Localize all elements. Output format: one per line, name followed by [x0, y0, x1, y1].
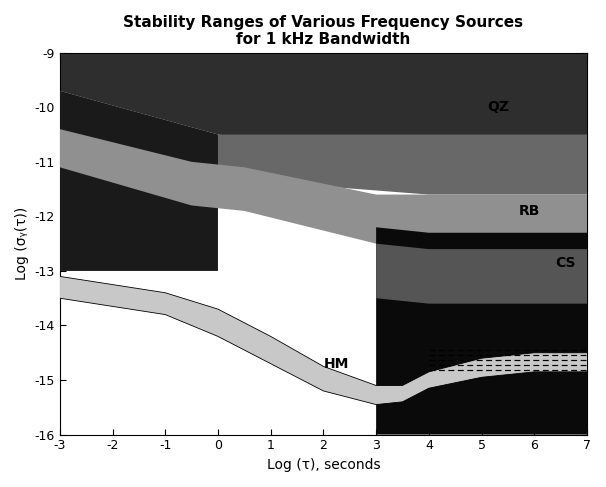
Polygon shape [60, 53, 587, 168]
Polygon shape [60, 277, 587, 405]
Text: HM: HM [324, 356, 349, 371]
Polygon shape [60, 91, 587, 195]
Polygon shape [376, 244, 587, 304]
Y-axis label: Log (σᵧ(τ)): Log (σᵧ(τ)) [15, 207, 29, 281]
Text: QZ: QZ [487, 100, 509, 114]
Text: CS: CS [555, 256, 576, 270]
Polygon shape [376, 227, 587, 434]
Text: RB: RB [519, 204, 540, 218]
X-axis label: Log (τ), seconds: Log (τ), seconds [267, 458, 380, 472]
Polygon shape [60, 91, 218, 271]
Title: Stability Ranges of Various Frequency Sources
for 1 kHz Bandwidth: Stability Ranges of Various Frequency So… [124, 15, 524, 47]
Polygon shape [60, 129, 587, 244]
